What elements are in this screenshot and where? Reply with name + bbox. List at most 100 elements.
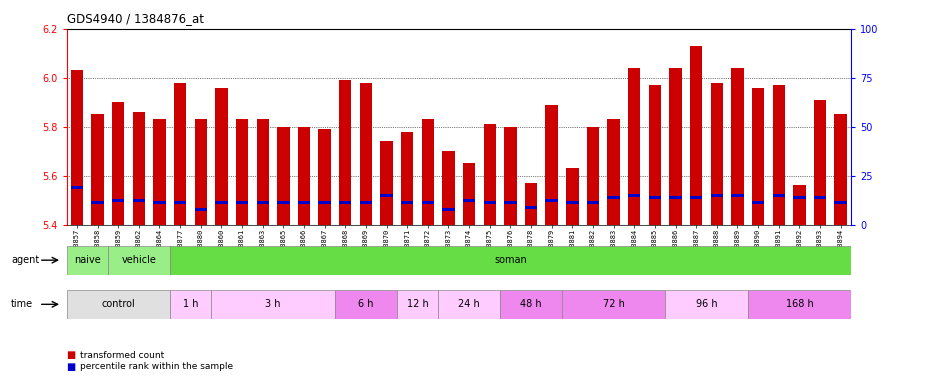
Bar <box>70 187 83 189</box>
Bar <box>278 127 290 225</box>
Bar <box>586 127 599 225</box>
Bar <box>422 119 434 225</box>
Bar <box>834 201 847 204</box>
Bar <box>608 119 620 225</box>
Text: agent: agent <box>11 255 40 265</box>
Bar <box>298 201 310 204</box>
Bar <box>484 124 496 225</box>
Bar <box>360 201 372 204</box>
Bar <box>422 201 434 204</box>
Bar <box>67 290 170 319</box>
Bar <box>772 194 785 197</box>
Bar <box>546 105 558 225</box>
Bar <box>524 206 537 209</box>
Bar <box>442 151 455 225</box>
Bar <box>484 201 496 204</box>
Bar <box>438 290 500 319</box>
Bar <box>154 119 166 225</box>
Bar <box>665 290 747 319</box>
Bar <box>524 183 537 225</box>
Bar <box>442 209 455 212</box>
Text: transformed count: transformed count <box>80 351 165 360</box>
Text: 6 h: 6 h <box>358 299 374 310</box>
Text: 1 h: 1 h <box>183 299 198 310</box>
Bar <box>112 102 124 225</box>
Bar <box>834 114 847 225</box>
Bar <box>194 209 207 212</box>
Bar <box>174 201 186 204</box>
Bar <box>462 164 475 225</box>
Bar <box>732 194 744 197</box>
Bar <box>170 290 211 319</box>
Bar <box>794 185 806 225</box>
Text: 48 h: 48 h <box>520 299 542 310</box>
Bar <box>710 194 723 197</box>
Bar <box>401 132 413 225</box>
Bar <box>401 201 413 204</box>
Bar <box>216 201 228 204</box>
Bar <box>500 290 562 319</box>
Bar <box>112 199 124 202</box>
Bar <box>504 127 516 225</box>
Bar <box>174 83 186 225</box>
Bar <box>732 68 744 225</box>
Bar <box>318 129 331 225</box>
Bar <box>546 199 558 202</box>
Bar <box>236 201 248 204</box>
Bar <box>339 201 352 204</box>
Text: 168 h: 168 h <box>785 299 813 310</box>
Bar <box>710 83 723 225</box>
Text: 96 h: 96 h <box>696 299 717 310</box>
Text: naive: naive <box>74 255 101 265</box>
Bar <box>648 85 661 225</box>
Bar <box>360 83 372 225</box>
Bar <box>586 201 599 204</box>
Bar <box>504 201 516 204</box>
Bar <box>380 141 393 225</box>
Bar <box>132 112 145 225</box>
Bar <box>339 80 352 225</box>
Bar <box>67 246 108 275</box>
Bar <box>335 290 397 319</box>
Bar <box>670 196 682 199</box>
Text: ■: ■ <box>67 350 76 360</box>
Bar <box>772 85 785 225</box>
Text: soman: soman <box>494 255 526 265</box>
Bar <box>256 201 269 204</box>
Bar <box>278 201 290 204</box>
Bar <box>256 119 269 225</box>
Text: GDS4940 / 1384876_at: GDS4940 / 1384876_at <box>67 12 204 25</box>
Bar <box>566 168 578 225</box>
Bar <box>318 201 331 204</box>
Bar <box>194 119 207 225</box>
Bar <box>690 46 702 225</box>
Bar <box>211 290 335 319</box>
Bar <box>566 201 578 204</box>
Bar <box>397 290 438 319</box>
Bar <box>70 70 83 225</box>
Bar <box>628 194 640 197</box>
Bar <box>170 246 851 275</box>
Bar <box>752 88 764 225</box>
Bar <box>752 201 764 204</box>
Bar <box>92 114 104 225</box>
Bar <box>690 196 702 199</box>
Bar <box>562 290 665 319</box>
Text: 24 h: 24 h <box>458 299 480 310</box>
Text: 12 h: 12 h <box>407 299 428 310</box>
Bar <box>108 246 170 275</box>
Text: vehicle: vehicle <box>121 255 156 265</box>
Bar <box>92 201 104 204</box>
Bar <box>236 119 248 225</box>
Bar <box>380 194 393 197</box>
Text: 72 h: 72 h <box>603 299 624 310</box>
Text: percentile rank within the sample: percentile rank within the sample <box>80 362 234 371</box>
Bar <box>794 196 806 199</box>
Bar <box>670 68 682 225</box>
Bar <box>462 199 475 202</box>
Text: time: time <box>11 299 33 310</box>
Bar <box>132 199 145 202</box>
Text: control: control <box>102 299 135 310</box>
Text: ■: ■ <box>67 362 76 372</box>
Bar <box>216 88 228 225</box>
